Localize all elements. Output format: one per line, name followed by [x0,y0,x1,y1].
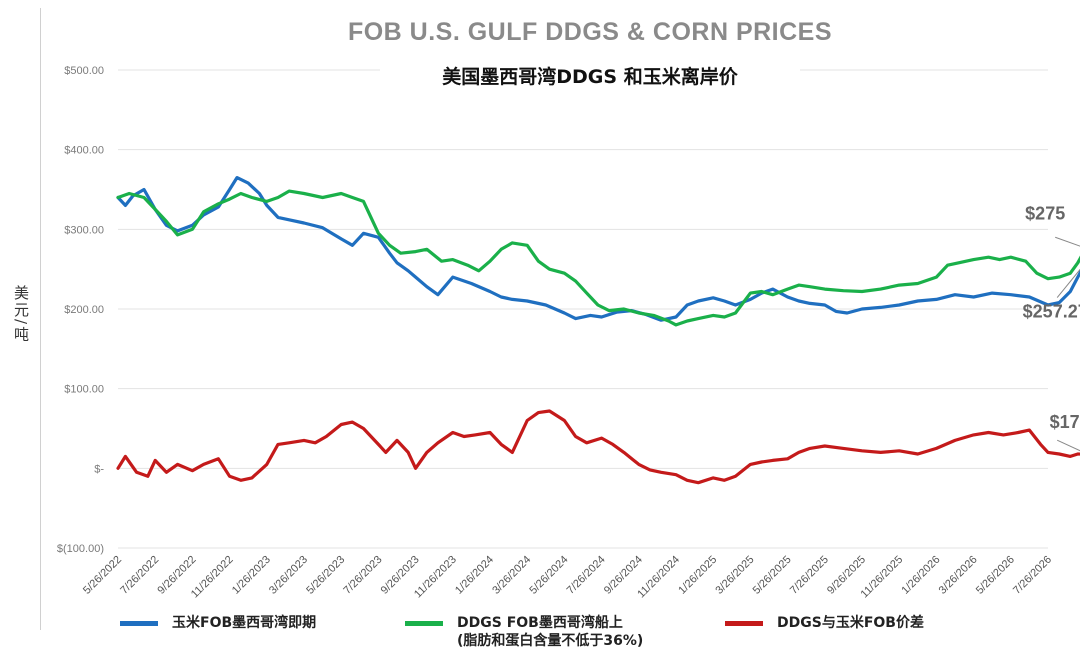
legend-item-corn: 玉米FOB墨西哥湾即期 [120,614,316,632]
legend: 玉米FOB墨西哥湾即期 DDGS FOB墨西哥湾船上 (脂肪和蛋白含量不低于36… [0,614,1080,671]
chart-subtitle: 美国墨西哥湾DDGS 和玉米离岸价 [380,62,800,89]
x-tick-label-5: 3/26/2023 [267,554,310,597]
grid-layer [118,69,1048,549]
left-border-line [40,8,41,630]
legend-label-spread: DDGS与玉米FOB价差 [777,615,924,631]
annotation-label-0: $275 [1025,203,1065,223]
x-tick-label-16: 1/26/2025 [676,554,719,597]
y-tick-labels: $500.00 $400.00 $300.00 $200.00 $100.00 $- $(1… [57,65,104,555]
x-tick-label-24: 5/26/2026 [974,554,1017,597]
x-tick-label-18: 5/26/2025 [751,554,794,597]
annotation-leader-2 [1056,439,1080,452]
x-tick-label-7: 7/26/2023 [341,554,384,597]
legend-swatch-spread [725,621,763,626]
annotation-label-2: $17.73 [1050,412,1080,432]
x-tick-label-0: 5/26/2022 [81,554,124,597]
legend-swatch-ddgs [405,621,443,626]
x-tick-label-1: 7/26/2022 [118,554,161,597]
x-tick-label-25: 7/26/2026 [1011,554,1054,597]
legend-swatch-corn [120,621,158,626]
series-line-0 [116,176,1080,322]
y-tick-label-2: $300.00 [64,224,104,236]
annotation-label-1: $257.27 [1023,302,1080,322]
y-tick-label-3: $200.00 [64,304,104,316]
legend-item-spread: DDGS与玉米FOB价差 [725,614,924,632]
legend-sublabel-ddgs: (脂肪和蛋白含量不低于36%) [457,633,644,649]
legend-item-ddgs: DDGS FOB墨西哥湾船上 (脂肪和蛋白含量不低于36%) [405,614,643,650]
series-layer [116,176,1080,485]
y-tick-label-0: $500.00 [64,65,104,77]
x-tick-label-11: 3/26/2024 [490,554,533,597]
y-tick-label-6: $(100.00) [57,543,104,555]
x-tick-label-17: 3/26/2025 [713,554,756,597]
x-tick-label-6: 5/26/2023 [304,554,347,597]
x-tick-label-22: 1/26/2026 [899,554,942,597]
annotation-leader-1 [1056,268,1080,298]
x-tick-label-12: 5/26/2024 [527,554,570,597]
series-line-1 [116,189,1080,327]
legend-label-ddgs: DDGS FOB墨西哥湾船上 [457,615,623,631]
y-tick-label-4: $100.00 [64,384,104,396]
annotation-layer: $275 $257.27 $17.73 [1023,203,1080,452]
y-tick-label-1: $400.00 [64,145,104,157]
x-tick-label-19: 7/26/2025 [788,554,831,597]
x-tick-label-4: 1/26/2023 [230,554,273,597]
y-tick-label-5: $- [94,463,104,475]
x-tick-labels: 5/26/20227/26/20229/26/202211/26/20221/2… [81,554,1054,601]
y-axis-label: 美元/吨 [12,285,30,344]
x-tick-label-10: 1/26/2024 [453,554,496,597]
legend-label-corn: 玉米FOB墨西哥湾即期 [172,615,317,631]
chart-title: FOB U.S. GULF DDGS & CORN PRICES [347,18,833,46]
annotation-leader-0 [1055,236,1080,247]
series-line-2 [116,409,1080,485]
x-tick-label-23: 3/26/2026 [937,554,980,597]
x-tick-label-13: 7/26/2024 [565,554,608,597]
